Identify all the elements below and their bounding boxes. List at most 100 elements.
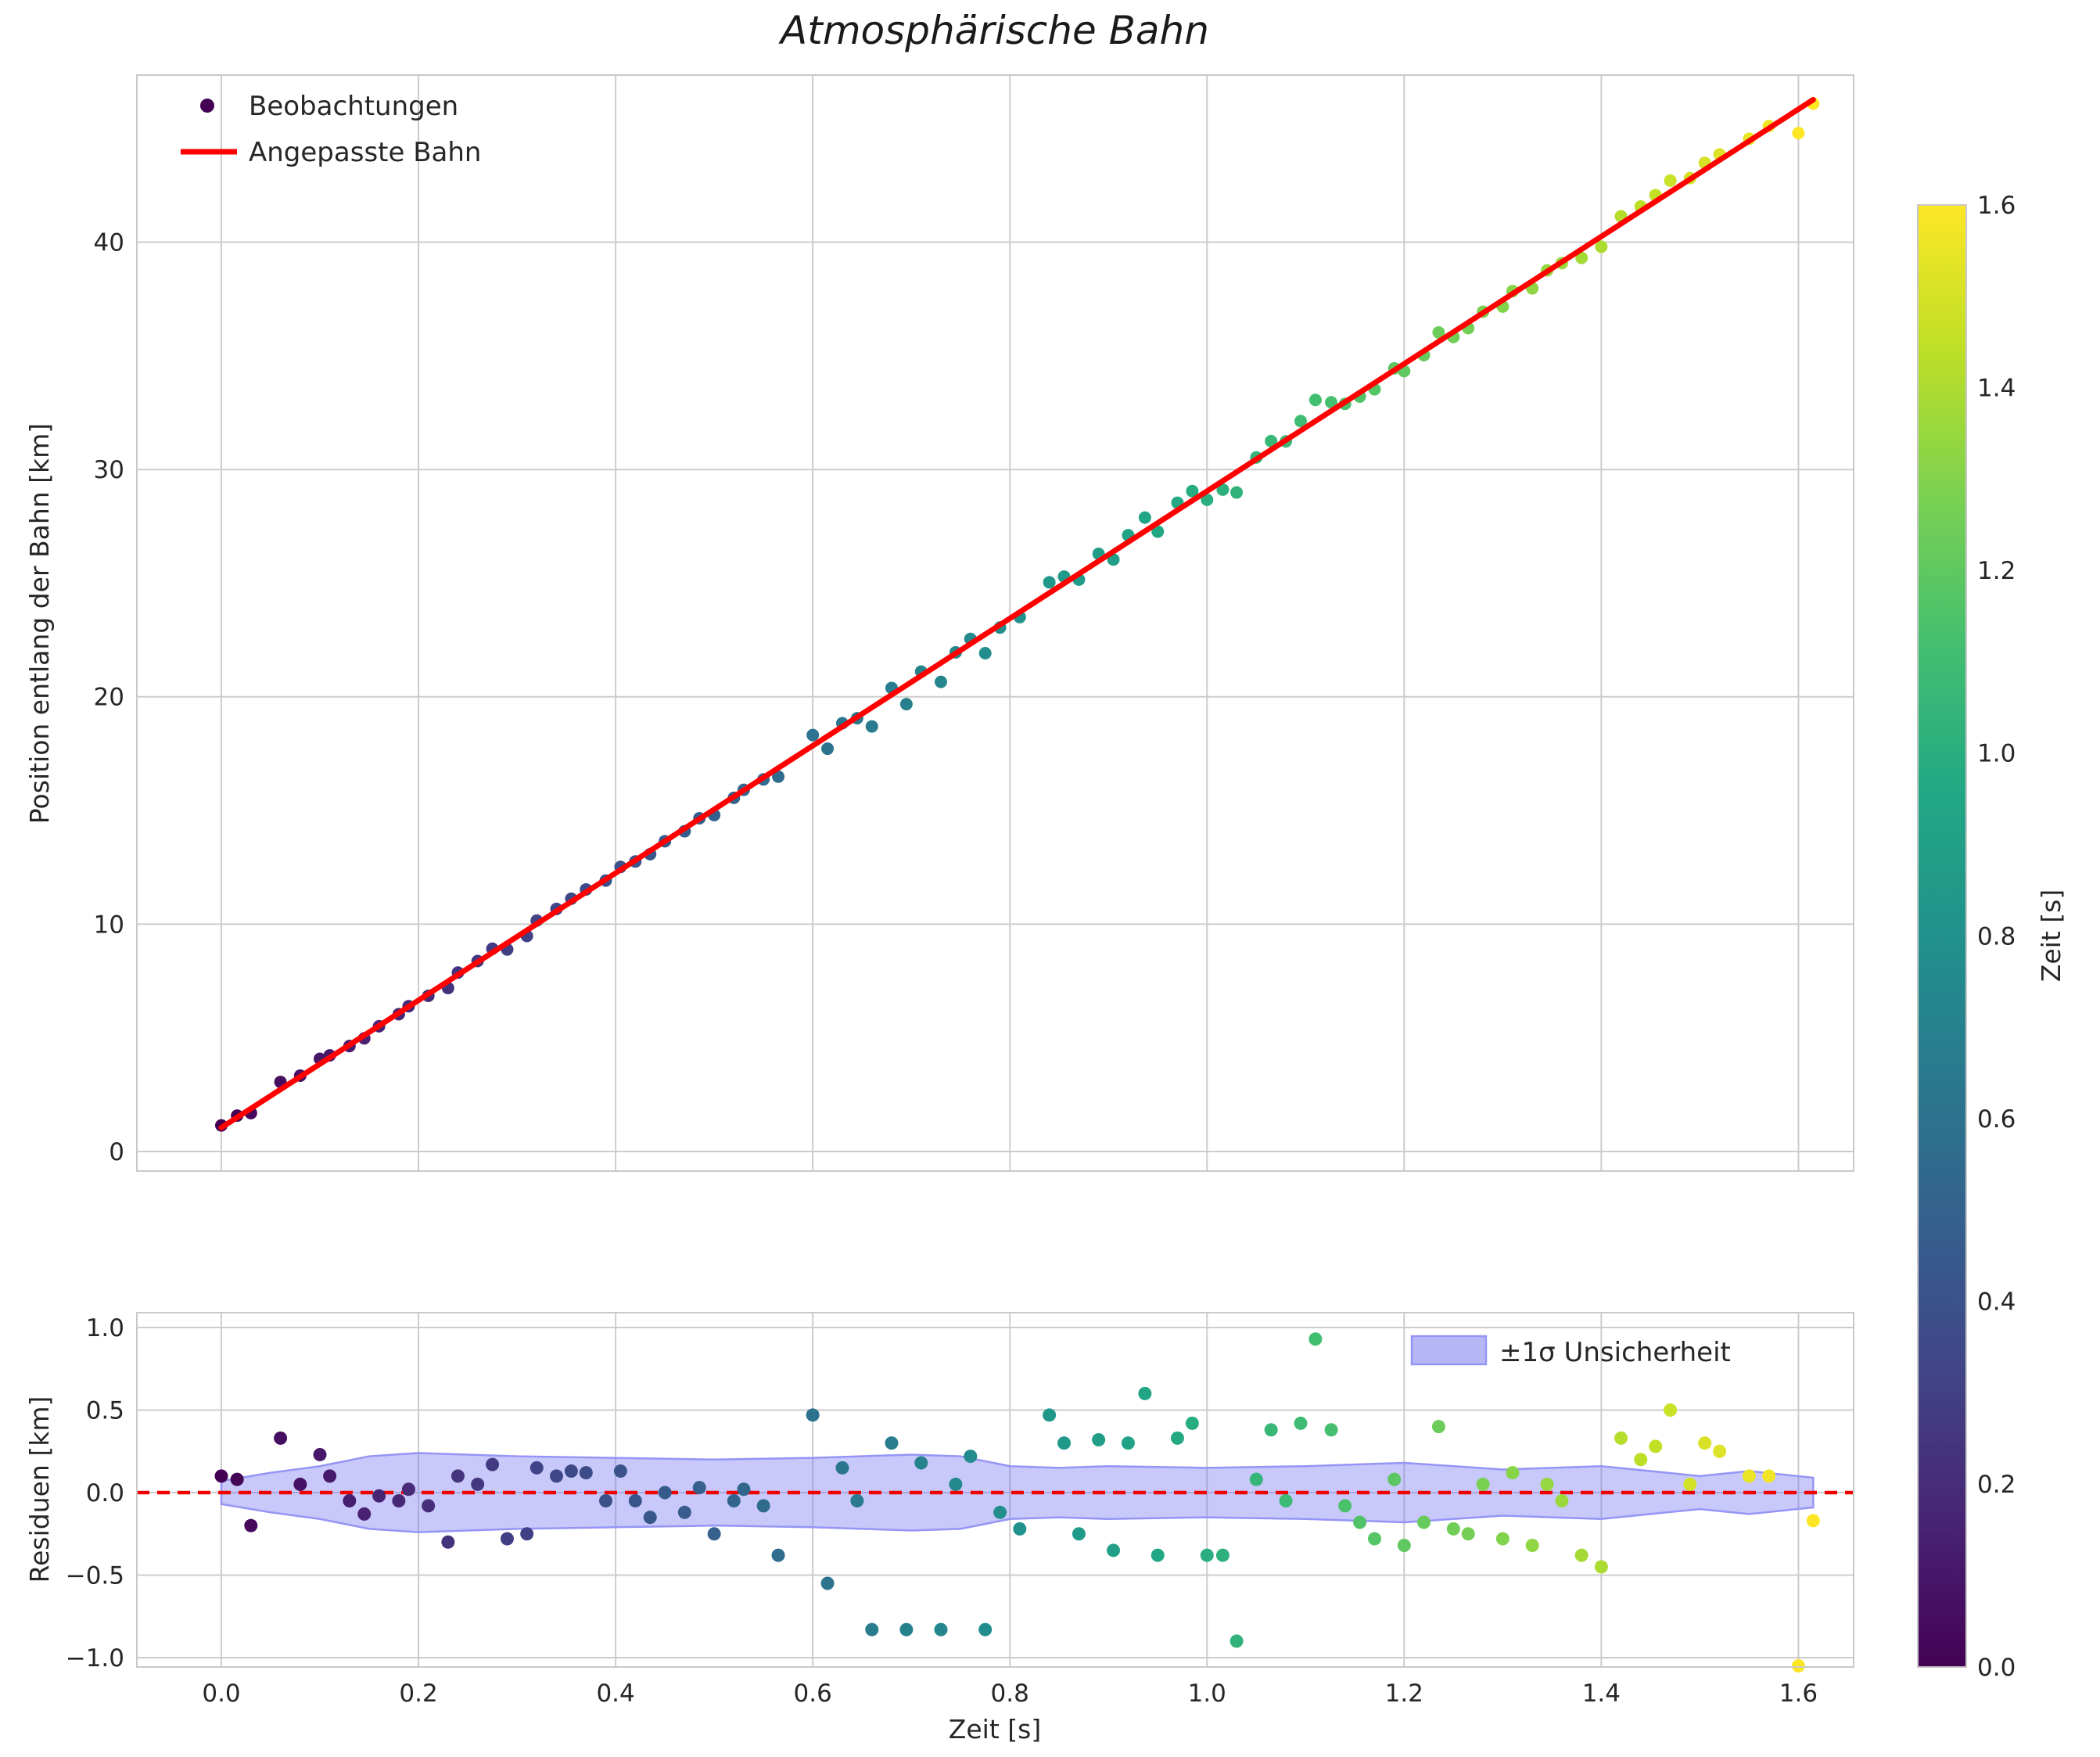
- residual-point: [1698, 1436, 1712, 1450]
- residual-point: [771, 1548, 785, 1562]
- residual-point: [564, 1464, 578, 1479]
- residual-point: [1594, 1560, 1608, 1574]
- residual-point: [471, 1477, 485, 1491]
- residuals-y-axis-label: Residuen [km]: [24, 1396, 55, 1583]
- residual-point: [1713, 1444, 1727, 1458]
- residual-point: [1555, 1494, 1569, 1508]
- residual-point: [1525, 1538, 1539, 1552]
- residual-point: [613, 1464, 627, 1479]
- svg-text:0.0: 0.0: [86, 1479, 124, 1507]
- residual-point: [806, 1408, 820, 1422]
- residual-point: [1279, 1494, 1293, 1508]
- residual-point: [934, 1622, 948, 1637]
- residual-point: [313, 1447, 327, 1461]
- observation-point: [1664, 174, 1677, 187]
- residual-point: [1387, 1472, 1402, 1486]
- fitted-line-legend-label: Angepasste Bahn: [249, 137, 481, 168]
- residual-point: [1634, 1453, 1648, 1467]
- residual-point: [1013, 1522, 1027, 1536]
- residual-point: [579, 1466, 593, 1480]
- residual-point: [692, 1481, 706, 1495]
- svg-text:20: 20: [94, 684, 124, 712]
- residual-point: [1397, 1538, 1411, 1552]
- residual-point: [1338, 1499, 1352, 1513]
- observation-point: [1230, 486, 1244, 499]
- residual-point: [1138, 1386, 1152, 1400]
- residual-point: [1417, 1515, 1431, 1529]
- observation-point: [821, 742, 835, 756]
- observation-point: [806, 728, 820, 742]
- svg-text:1.4: 1.4: [1582, 1680, 1621, 1708]
- observation-point: [1595, 240, 1608, 253]
- svg-text:−1.0: −1.0: [66, 1644, 124, 1673]
- residual-point: [293, 1477, 307, 1491]
- residuals-plot-background: [137, 1313, 1854, 1667]
- residual-point: [1121, 1436, 1135, 1450]
- residual-point: [392, 1494, 406, 1508]
- svg-text:0.6: 0.6: [1977, 1105, 2016, 1134]
- colorbar-tick-labels: 0.0 0.2 0.4 0.6 0.8 1.0 1.2 1.4 1.6: [1977, 192, 2016, 1682]
- observations-legend-label: Beobachtungen: [249, 91, 458, 122]
- residual-point: [865, 1622, 879, 1637]
- residual-point: [1249, 1472, 1263, 1486]
- residual-point: [1540, 1477, 1554, 1491]
- residual-point: [357, 1507, 372, 1521]
- observation-point: [1575, 251, 1588, 264]
- observation-point: [772, 770, 785, 783]
- x-tick-labels: 0.0 0.2 0.4 0.6 0.8 1.0 1.2 1.4 1.6: [202, 1680, 1818, 1708]
- residual-point: [1431, 1420, 1445, 1434]
- svg-text:0.8: 0.8: [1977, 922, 2016, 950]
- observation-point: [1432, 325, 1445, 339]
- svg-text:0.2: 0.2: [399, 1680, 437, 1708]
- svg-text:1.0: 1.0: [1977, 740, 2016, 768]
- residual-point: [658, 1486, 672, 1500]
- residual-point: [993, 1505, 1007, 1519]
- observation-point: [865, 720, 878, 733]
- residual-point: [230, 1472, 244, 1486]
- top-plot-frame: [136, 74, 1854, 1172]
- top-grid: [137, 75, 1854, 1171]
- residual-point: [850, 1494, 864, 1508]
- svg-text:10: 10: [94, 911, 124, 939]
- svg-text:−0.5: −0.5: [66, 1561, 124, 1590]
- residual-point: [835, 1461, 849, 1475]
- residual-point: [1742, 1469, 1756, 1483]
- residual-point: [1057, 1436, 1072, 1450]
- uncertainty-legend-label: ±1σ Unsicherheit: [1499, 1337, 1731, 1368]
- top-y-axis-label: Position entlang der Bahn [km]: [24, 423, 55, 824]
- observations-legend-marker: [200, 99, 214, 113]
- residual-point: [1264, 1423, 1278, 1437]
- svg-text:0.6: 0.6: [794, 1680, 832, 1708]
- observation-point: [1294, 415, 1307, 428]
- residual-point: [1495, 1532, 1509, 1546]
- residual-point: [1092, 1432, 1106, 1446]
- residuals-scatter: [214, 1332, 1820, 1673]
- svg-text:1.2: 1.2: [1977, 557, 2016, 585]
- top-ytick-labels: 0 10 20 30 40: [94, 228, 124, 1166]
- residuals-legend: ±1σ Unsicherheit: [1410, 1335, 1731, 1368]
- svg-text:0.4: 0.4: [596, 1680, 634, 1708]
- residual-point: [1461, 1527, 1475, 1541]
- residuals-ytick-labels: −1.0 −0.5 0.0 0.5 1.0: [66, 1314, 124, 1673]
- svg-text:1.2: 1.2: [1385, 1680, 1423, 1708]
- svg-text:1.6: 1.6: [1779, 1680, 1818, 1708]
- residual-point: [978, 1622, 993, 1637]
- svg-text:1.4: 1.4: [1977, 374, 2016, 402]
- residual-point: [1353, 1515, 1367, 1529]
- residual-point: [599, 1494, 613, 1508]
- svg-text:0.2: 0.2: [1977, 1471, 2016, 1499]
- observation-point: [978, 647, 992, 660]
- residual-point: [1664, 1403, 1678, 1417]
- residual-point: [1200, 1548, 1214, 1562]
- svg-text:1.6: 1.6: [1977, 192, 2016, 220]
- svg-text:0: 0: [109, 1138, 124, 1166]
- residual-point: [1151, 1548, 1165, 1562]
- residual-point: [899, 1622, 914, 1637]
- top-legend: Beobachtungen Angepasste Bahn: [181, 91, 481, 168]
- residual-point: [885, 1436, 899, 1450]
- residual-point: [949, 1477, 963, 1491]
- observation-point: [934, 675, 947, 688]
- residual-point: [1574, 1548, 1588, 1562]
